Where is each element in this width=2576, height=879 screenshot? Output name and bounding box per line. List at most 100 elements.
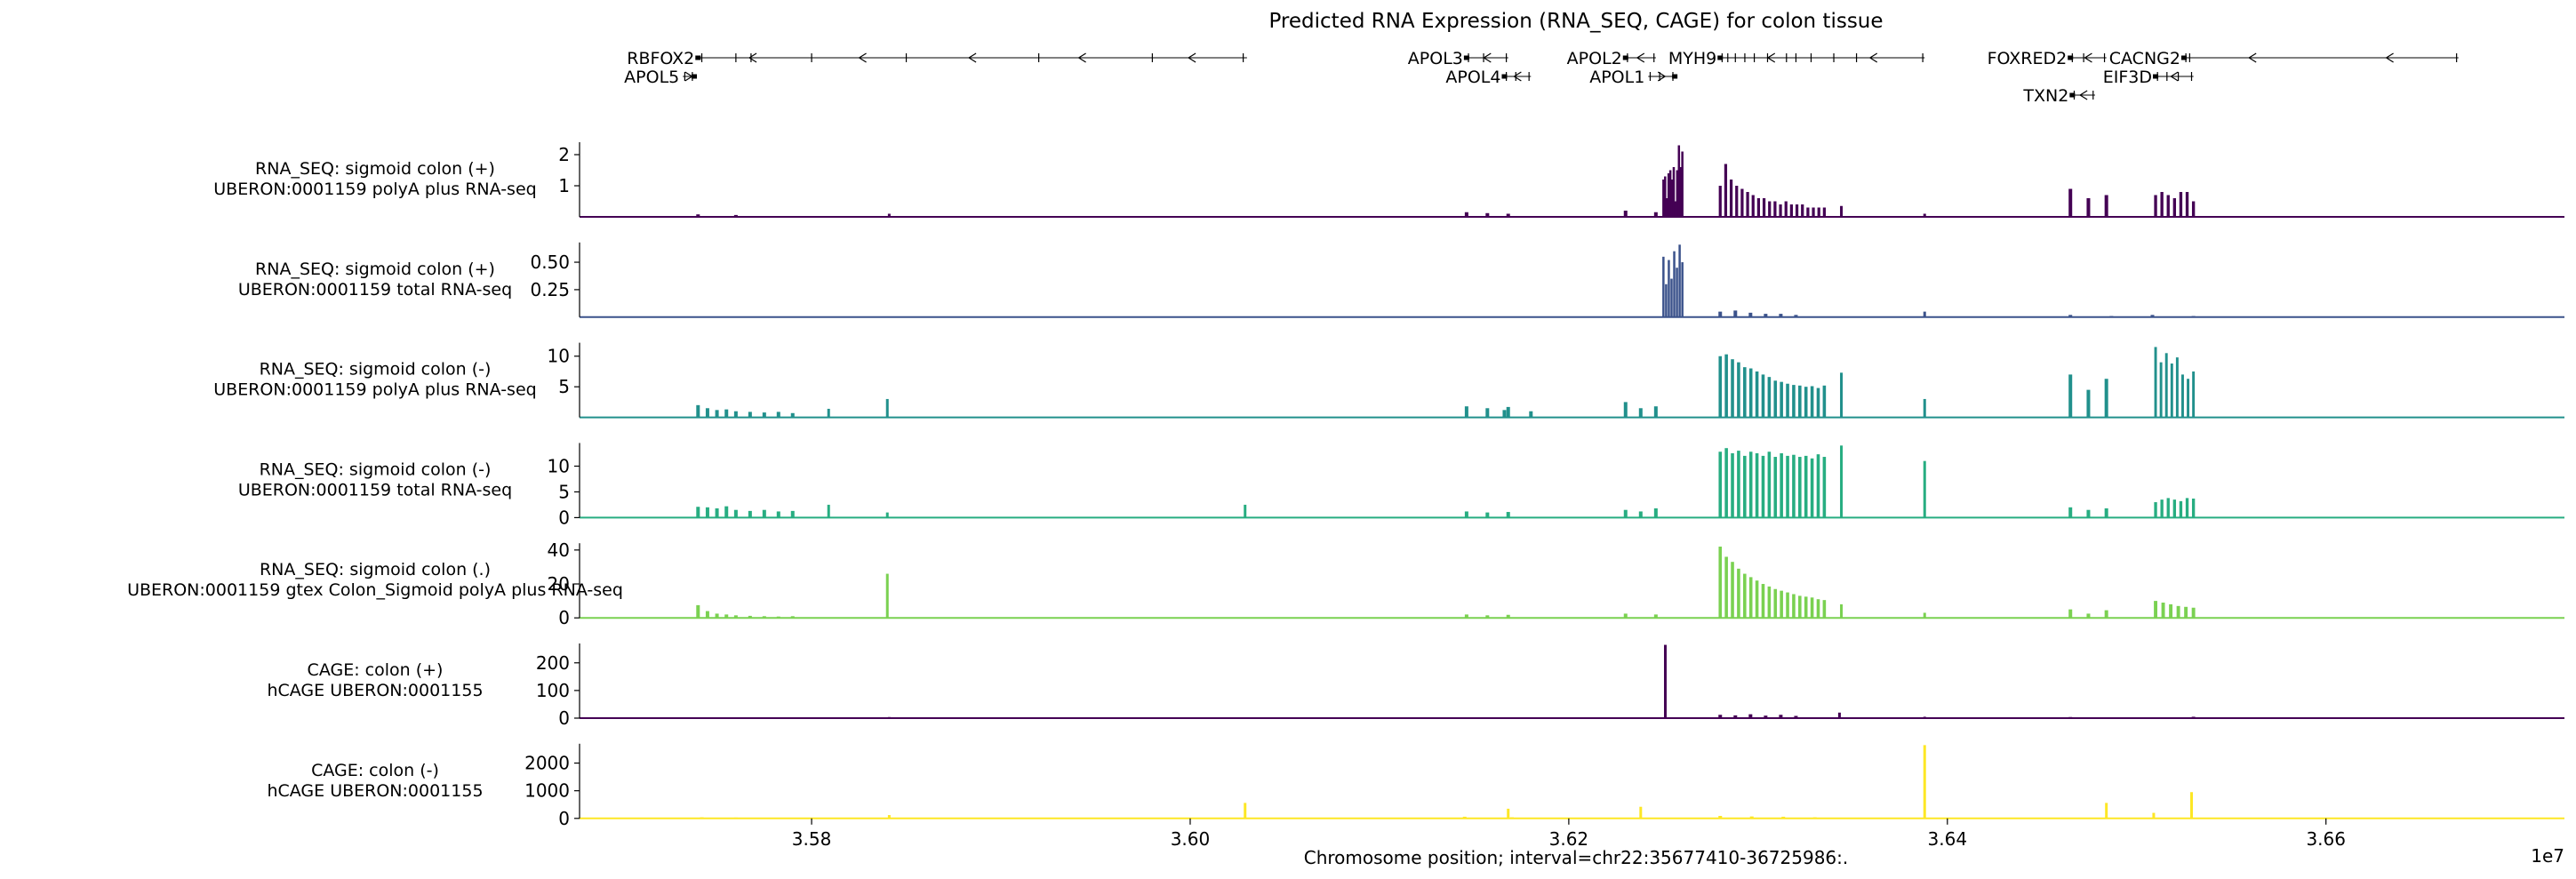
track-label-line2: UBERON:0001159 polyA plus RNA-seq [213,180,536,199]
gene-label: APOL3 [1408,49,1463,68]
gene-label: APOL1 [1589,68,1644,87]
expression-bar [1718,715,1723,718]
track-label-line1: CAGE: colon (+) [308,660,444,680]
expression-bar [733,214,738,217]
expression-bar [705,611,709,619]
expression-bar [2154,601,2157,619]
expression-bar [2176,605,2180,619]
expression-bar [1681,151,1684,217]
expression-bar [1810,386,1814,418]
gene-label: MYH9 [1668,49,1716,68]
expression-bar [1506,213,1510,217]
expression-bar [1735,186,1739,217]
expression-bar [1653,507,1658,518]
expression-bar [776,511,780,518]
gene-label: CACNG2 [2109,49,2180,68]
expression-bar [1506,614,1510,619]
x-tick-label: 3.60 [1171,828,1211,850]
expression-bar [1743,455,1747,518]
track-label-line1: RNA_SEQ: sigmoid colon (-) [260,459,492,479]
expression-bar [1653,212,1658,217]
expression-bar [1464,511,1468,518]
expression-bar [1768,201,1772,217]
expression-bar [885,398,889,418]
expression-bar [2169,603,2173,619]
expression-bar [887,815,891,819]
expression-bar [2191,316,2196,317]
strand-arrow [1187,52,1196,63]
expression-bar [1792,454,1796,518]
expression-bar [1755,371,1759,418]
expression-bar [790,412,795,418]
expression-bar [1779,715,1783,718]
expression-bar [1668,260,1670,317]
expression-bar [1801,204,1804,217]
strand-arrow [858,52,867,63]
expression-bar [1816,388,1820,418]
expression-bar [1755,452,1759,518]
expression-bar [2191,716,2196,718]
expression-bar [1822,207,1826,217]
expression-bar [1244,504,1247,518]
expression-bar [2104,195,2108,217]
gene-apol1: APOL1 [1589,68,1678,87]
expression-bar [1485,212,1490,217]
y-tick-label: 1 [558,175,570,196]
strand-arrow [1868,52,1878,63]
tss-marker [692,74,698,79]
expression-bar [705,408,709,418]
expression-bar [1676,170,1679,217]
expression-bar [1810,458,1814,518]
expression-bar [1673,251,1676,317]
track-label-line2: hCAGE UBERON:0001155 [267,781,483,801]
expression-bar [1786,455,1789,518]
expression-bar [1748,714,1753,718]
expression-bar [885,573,889,619]
gene-myh9: MYH9 [1668,49,1925,68]
expression-bar [1743,367,1747,418]
expression-bar [1795,204,1799,217]
strand-arrow [1077,52,1086,63]
expression-bar [2130,717,2134,718]
y-tick-label: 2000 [524,753,570,774]
expression-bar [1506,406,1510,418]
x-tick-label: 3.58 [792,828,832,850]
expression-bar [2160,499,2164,518]
expression-bar [2109,316,2114,317]
strand-arrow [2385,52,2394,63]
expression-bar [1789,204,1793,217]
expression-bar [1746,192,1749,217]
expression-bar [2104,610,2108,619]
gene-apol2: APOL2 [1567,49,1656,68]
expression-bar [2164,353,2168,418]
expression-bar [1923,311,1926,317]
strand-arrow [1483,52,1492,63]
y-tick-label: 10 [548,455,570,476]
expression-bar [733,615,738,619]
expression-bar [748,412,752,418]
expression-bar [790,616,795,619]
expression-bar [1822,600,1827,619]
expression-bar [1810,597,1814,619]
tss-marker [1717,55,1724,60]
expression-bar [1773,380,1778,418]
expression-bar [715,410,719,418]
expression-bar [1724,556,1728,619]
expression-bar [1773,457,1778,518]
expression-bar [2104,507,2108,518]
expression-bar [2068,374,2073,418]
expression-bar [790,510,795,518]
expression-bar [1737,362,1740,418]
expression-bar [1764,314,1768,317]
expression-bar [2086,509,2091,518]
tss-marker [1463,55,1469,60]
expression-bar [748,615,752,619]
x-axis-offset-label: 1e7 [2531,845,2564,867]
expression-bar [1731,452,1734,518]
tss-marker [695,55,701,60]
expression-bar [1761,374,1765,418]
expression-bar [1485,512,1490,518]
expression-bar [2181,374,2184,418]
expression-bar [1923,460,1926,518]
y-tick-label: 5 [558,481,570,502]
